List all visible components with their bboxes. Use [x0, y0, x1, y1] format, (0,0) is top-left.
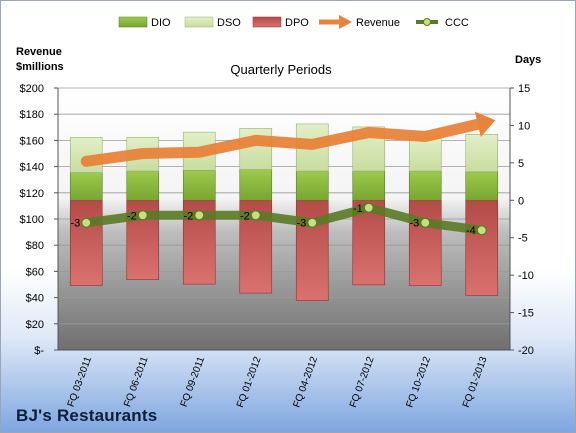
- legend-label-dpo: DPO: [285, 17, 309, 29]
- left-tick-label: $140: [20, 162, 44, 174]
- revenue-line: [80, 118, 484, 167]
- ccc-data-label: -3: [409, 218, 419, 230]
- ccc-data-label: -4: [466, 225, 476, 237]
- legend-swatch-ccc: [416, 18, 438, 26]
- x-tick-label: FQ 07-2012: [348, 355, 377, 409]
- bar-dio: [69, 172, 103, 201]
- left-tick-label: $200: [20, 83, 44, 95]
- x-tick-label: FQ 06-2011: [122, 355, 150, 409]
- left-tick-label: $180: [20, 109, 44, 121]
- legend: DIO DSO DPO Revenue CCC: [118, 15, 469, 29]
- bar-dio: [352, 170, 386, 201]
- x-tick-label: FQ 01-2013: [461, 355, 490, 409]
- x-tick-label: FQ 04-2012: [291, 355, 320, 409]
- x-tick-label: FQ 03-2011: [66, 355, 94, 409]
- legend-swatch-dso: [184, 16, 214, 28]
- left-tick-label: $120: [20, 188, 44, 200]
- right-tick-label: 5: [518, 158, 524, 170]
- legend-label-ccc: CCC: [445, 17, 469, 29]
- left-tick-label: $20: [26, 319, 44, 331]
- x-tick-label: FQ 09-2011: [179, 355, 207, 409]
- ccc-point: [137, 210, 148, 221]
- left-tick-label: $-: [34, 345, 44, 357]
- ccc-data-label: -3: [296, 218, 306, 230]
- ccc-series: -3 -2 -2 -2 -3 -1 -3 -4: [70, 202, 487, 237]
- revenue-arrowhead: [474, 111, 496, 137]
- bar-dpo: [69, 199, 103, 286]
- bar-dio: [465, 171, 499, 201]
- bar-dso: [465, 134, 499, 173]
- ccc-data-label: -2: [127, 210, 137, 222]
- left-tick-label: $60: [26, 266, 44, 278]
- ccc-point: [194, 210, 205, 221]
- x-tick-label: FQ 01-2012: [235, 355, 264, 409]
- right-tick-label: -15: [518, 308, 534, 320]
- legend-label-revenue: Revenue: [356, 17, 400, 29]
- legend-label-dio: DIO: [151, 17, 171, 29]
- right-axis-title: Days: [515, 54, 541, 66]
- bar-dpo: [465, 199, 499, 296]
- right-tick-label: 15: [518, 83, 530, 95]
- right-tick-label: -10: [518, 270, 534, 282]
- left-tick-label: $40: [26, 293, 44, 305]
- revenue-series: [80, 111, 496, 167]
- chart-title: Quarterly Periods: [230, 62, 332, 77]
- ccc-data-label: -3: [70, 218, 80, 230]
- right-tick-label: -5: [518, 233, 528, 245]
- left-axis-title-line1: Revenue: [16, 46, 62, 58]
- left-axis-title-line2: $millions: [16, 61, 64, 73]
- ccc-point: [420, 217, 431, 228]
- left-tick-label: $160: [20, 135, 44, 147]
- bar-dio: [295, 170, 329, 201]
- ccc-data-label: -1: [353, 203, 363, 215]
- bar-dso: [239, 128, 273, 170]
- ccc-data-label: -2: [183, 210, 193, 222]
- bar-dio: [408, 170, 442, 201]
- legend-swatch-revenue: [319, 15, 352, 29]
- ccc-point: [363, 202, 374, 213]
- ccc-data-label: -2: [240, 210, 250, 222]
- bar-dio: [239, 169, 273, 201]
- company-name: BJ's Restaurants: [16, 406, 158, 425]
- bar-dio: [182, 170, 216, 201]
- ccc-point: [307, 217, 318, 228]
- right-tick-label: -20: [518, 345, 534, 357]
- bar-dio: [126, 170, 160, 201]
- x-tick-label: FQ 10-2012: [404, 355, 433, 409]
- ccc-line: [81, 203, 487, 235]
- right-tick-label: 0: [518, 195, 524, 207]
- right-tick-label: 10: [518, 120, 530, 132]
- left-tick-label: $100: [20, 214, 44, 226]
- ccc-point: [476, 225, 487, 236]
- legend-swatch-dio: [118, 16, 148, 28]
- legend-swatch-dpo: [252, 16, 282, 28]
- legend-label-dso: DSO: [217, 17, 241, 29]
- ccc-point: [250, 210, 261, 221]
- bar-dpo: [408, 199, 442, 286]
- ccc-point: [81, 217, 92, 228]
- left-tick-label: $80: [26, 240, 44, 252]
